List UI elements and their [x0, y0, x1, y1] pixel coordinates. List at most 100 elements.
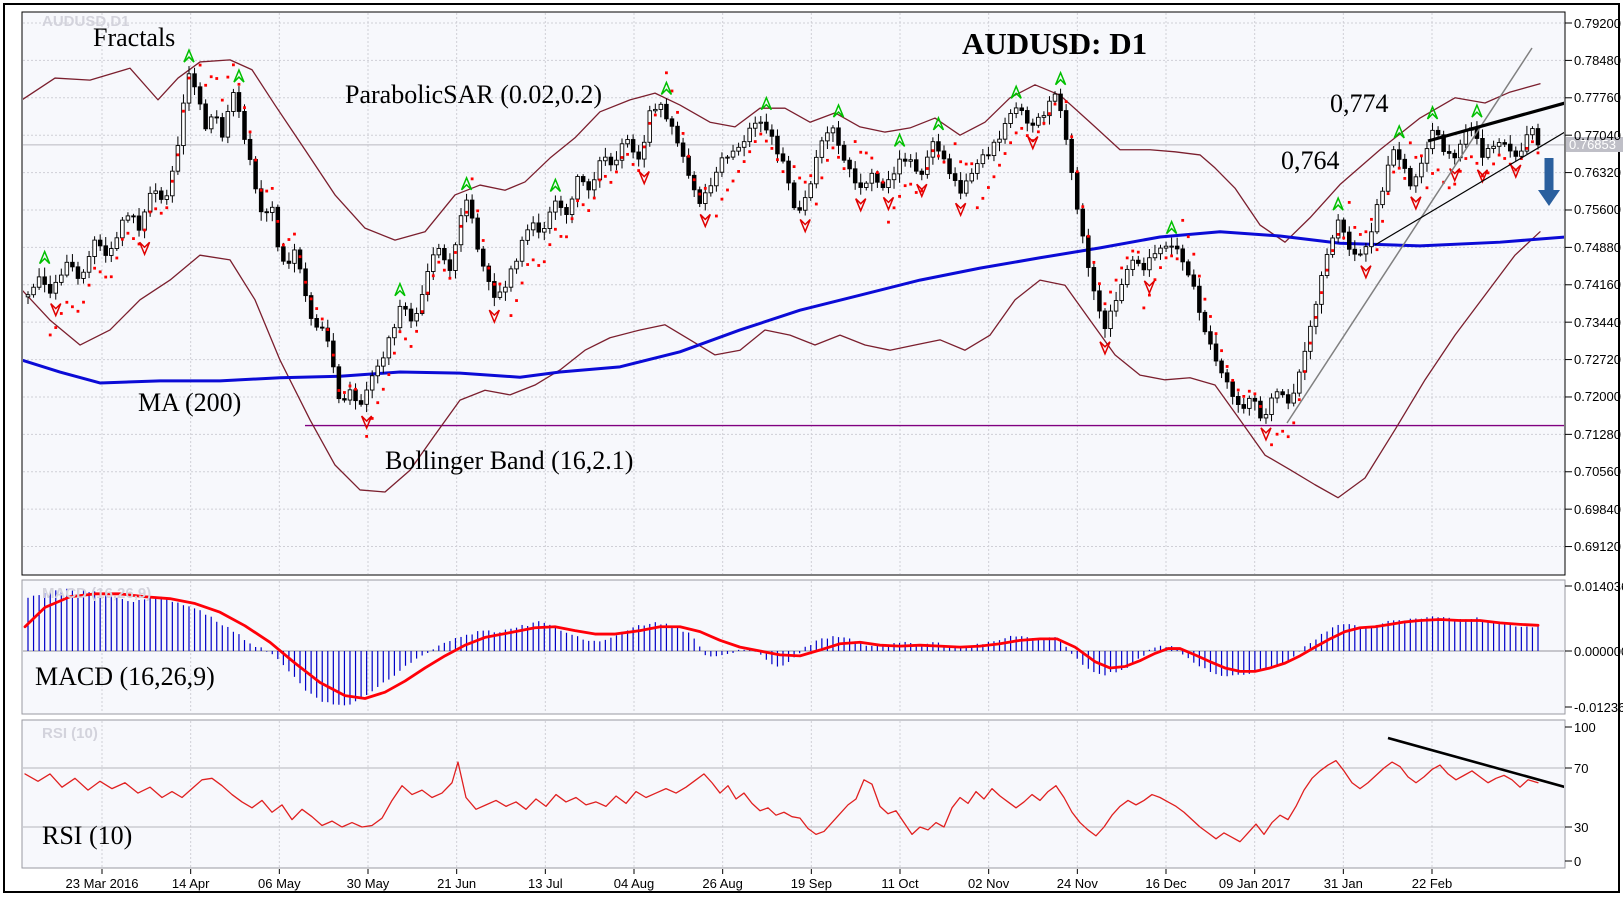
watermark-symbol: AUDUSD,D1 [42, 13, 130, 30]
price-axis-label: 0.75600 [1574, 202, 1621, 218]
fractal-up-icon [1010, 84, 1022, 99]
fractal-down-icon [916, 183, 928, 199]
date-axis-label: 23 Mar 2016 [65, 876, 139, 891]
fractal-up-icon [460, 175, 473, 191]
date-axis-label: 31 Jan [1323, 876, 1363, 891]
date-axis-label: 22 Feb [1411, 876, 1453, 891]
fractal-down-icon [1099, 341, 1111, 356]
price-axis-label: 0.77760 [1574, 90, 1621, 106]
price-axis-label: 0.74880 [1574, 239, 1621, 255]
watermark-rsi: RSI (10) [42, 725, 98, 742]
fractal-up-icon [893, 132, 906, 147]
fractal-down-icon [50, 303, 62, 318]
date-axis-label: 11 Oct [881, 876, 919, 891]
macd-axis-label: 0.000000 [1574, 643, 1623, 659]
ma200-label: MA (200) [138, 388, 242, 417]
rsi-trendline [1387, 736, 1564, 789]
price-axis-label: 0.74160 [1574, 277, 1621, 293]
price-axis-label: 0.78480 [1574, 52, 1621, 68]
watermark-macd: MACD (16,26,9) [42, 585, 152, 602]
fractals-label: Fractals [93, 23, 176, 52]
macd-label: MACD (16,26,9) [35, 662, 215, 691]
fractal-up-icon [233, 68, 245, 83]
fractal-down-icon [138, 241, 151, 257]
fractal-up-icon [1471, 103, 1483, 118]
fractal-down-icon [799, 218, 811, 234]
candles [25, 66, 1541, 424]
ma200-line [23, 230, 1564, 385]
fractal-down-icon [638, 171, 650, 186]
fractal-up-icon [549, 177, 562, 192]
fractal-up-icon [394, 281, 406, 297]
fractal-up-icon [832, 103, 845, 118]
bollinger-label: Bollinger Band (16,2.1) [385, 446, 634, 475]
fractal-down-icon [1027, 136, 1039, 151]
price-axis-label: 0.79200 [1574, 15, 1621, 31]
bollinger-upper-band [23, 59, 1541, 243]
fractal-up-icon [1393, 123, 1405, 139]
bollinger-lower-band [23, 231, 1541, 499]
fractal-down-icon [855, 198, 867, 213]
date-axis-label: 14 Apr [171, 876, 210, 891]
price-axis-label: 0.71280 [1574, 426, 1621, 442]
date-axis-label: 13 Jul [527, 876, 563, 891]
trendline-support [1374, 131, 1564, 246]
rsi-axis-label: 0 [1574, 853, 1582, 869]
fractal-up-icon [38, 249, 51, 265]
fractal-up-icon [1054, 70, 1067, 86]
fractal-down-icon [1510, 164, 1522, 179]
fractal-down-icon [1449, 168, 1461, 183]
date-axis-label: 04 Aug [613, 876, 655, 891]
date-axis-label: 30 May [346, 876, 390, 891]
macd-axis-label: -0.012369 [1574, 699, 1623, 715]
rsi-axis-label: 70 [1574, 760, 1589, 776]
rsi-axis-label: 100 [1574, 719, 1596, 735]
fractal-down-icon [1410, 196, 1422, 211]
date-axis-label: 16 Dec [1145, 876, 1187, 891]
window-frame [3, 3, 1620, 893]
rsi-axis-label: 30 [1574, 819, 1589, 835]
price-axis-label: 0.76320 [1574, 165, 1621, 181]
trendline-resistance [1427, 101, 1564, 143]
macd-signal-line [23, 592, 1540, 700]
rsi-panel [21, 719, 1566, 869]
current-price-badge: 0.76853 [1566, 137, 1623, 153]
price-axis-label: 0.69840 [1574, 501, 1621, 517]
price-axis-label: 0.69120 [1574, 539, 1621, 555]
date-axis-label: 24 Nov [1056, 876, 1098, 891]
sell-arrow-icon [1538, 158, 1560, 206]
fractal-up-icon [760, 95, 773, 111]
price-axis-label: 0.77040 [1574, 127, 1621, 143]
date-axis-label: 21 Jun [437, 876, 477, 891]
fractal-down-icon [360, 415, 373, 431]
fractal-down-icon [1360, 265, 1372, 280]
fractal-up-icon [183, 48, 195, 63]
date-axis-label: 19 Sep [790, 876, 832, 891]
price-axis-label: 0.72000 [1574, 389, 1621, 405]
date-axis-label: 02 Nov [968, 876, 1010, 891]
price-axis-label: 0.72720 [1574, 352, 1621, 368]
level-0764-label: 0,764 [1281, 146, 1340, 175]
date-axis-label: 26 Aug [702, 876, 743, 891]
fractal-up-icon [660, 80, 673, 95]
macd-axis-label: 0.014036 [1574, 578, 1623, 594]
level-0774-label: 0,774 [1330, 89, 1389, 118]
date-axis-label: 06 May [258, 876, 301, 891]
trendline-gray [1286, 47, 1533, 424]
price-axis-label: 0.73440 [1574, 314, 1621, 330]
fractal-up-icon [1426, 104, 1439, 120]
price-axis-label: 0.70560 [1574, 464, 1621, 480]
fractal-up-icon [932, 115, 945, 131]
fractal-down-icon [1143, 280, 1156, 295]
rsi-label: RSI (10) [42, 821, 133, 850]
fractal-down-icon [954, 202, 967, 218]
fractal-up-icon [1165, 219, 1178, 235]
rsi-line [24, 759, 1539, 843]
macd-panel [21, 579, 1566, 715]
fractal-down-icon [488, 309, 501, 325]
fractal-up-icon [1332, 196, 1344, 211]
fractal-down-icon [882, 196, 895, 212]
date-axis-label: 09 Jan 2017 [1218, 876, 1291, 891]
parabolic-sar-label: ParabolicSAR (0.02,0.2) [345, 80, 603, 109]
